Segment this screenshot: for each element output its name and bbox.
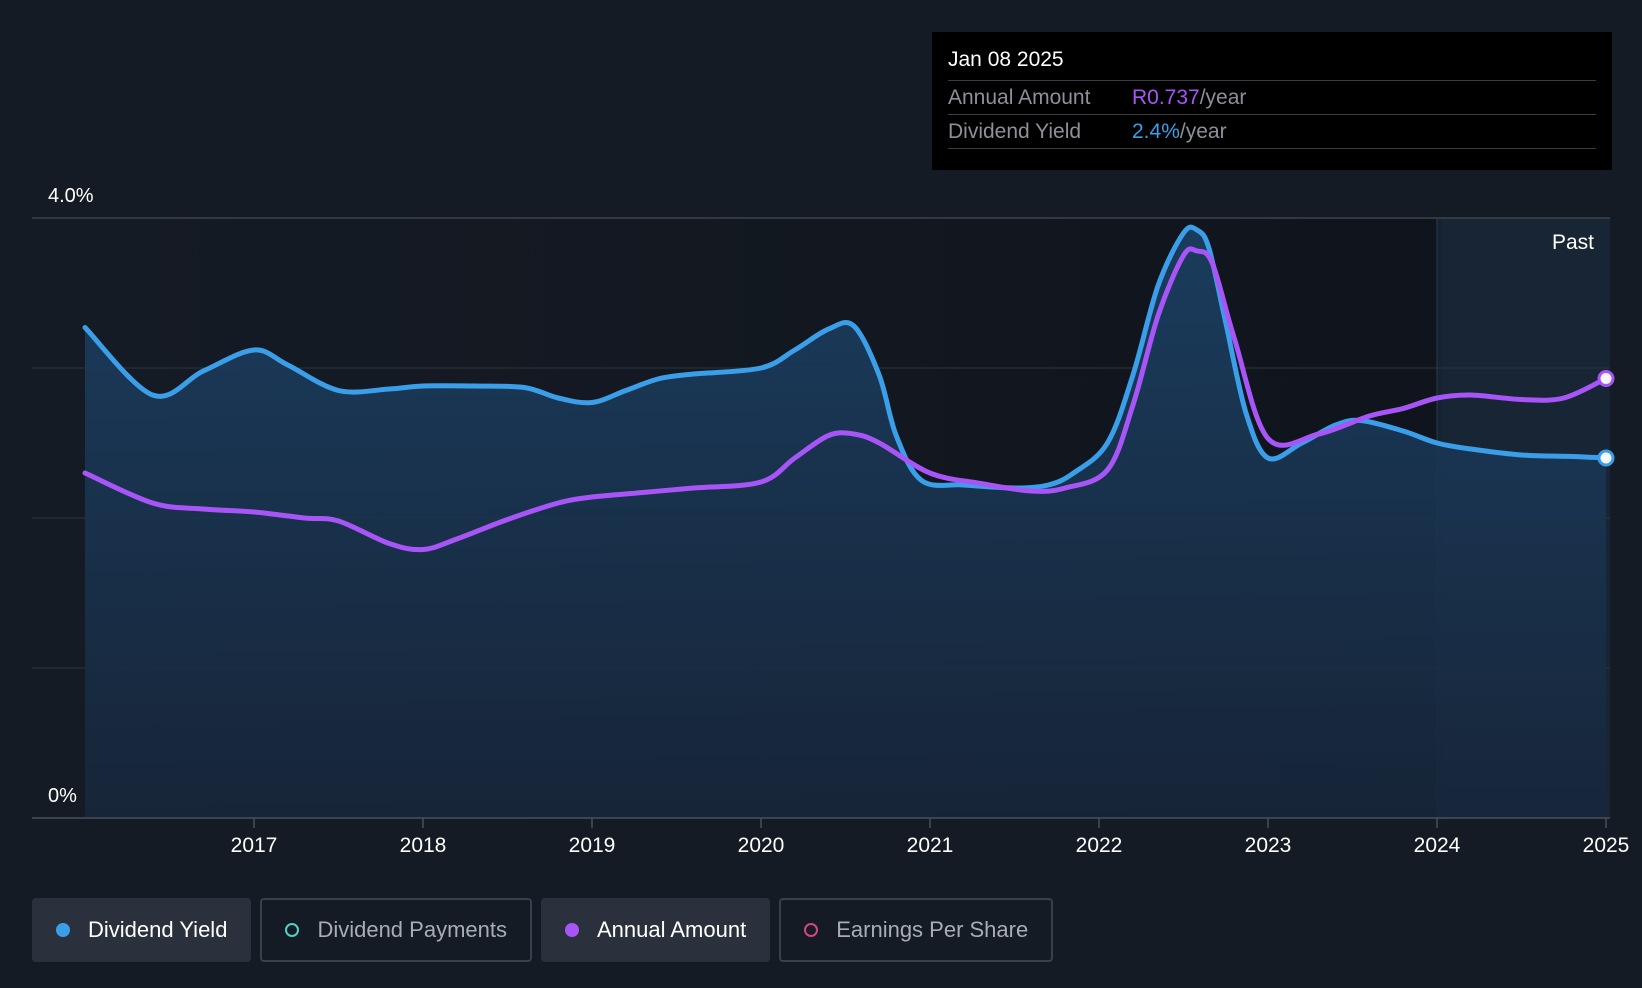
legend-dividend-payments-button[interactable]: Dividend Payments [260, 898, 532, 962]
tooltip-date: Jan 08 2025 [948, 48, 1064, 71]
legend: Dividend Yield Dividend Payments Annual … [32, 898, 1062, 962]
tooltip-label: Dividend Yield [948, 120, 1082, 143]
tooltip: Jan 08 2025 Annual Amount R0.737 /year D… [932, 32, 1612, 170]
legend-earnings-per-share-button[interactable]: Earnings Per Share [779, 898, 1054, 962]
legend-label: Dividend Payments [317, 917, 507, 942]
annual-amount-end-marker [1597, 370, 1615, 387]
tooltip-row-annual-amount: Annual Amount R0.737 /year [948, 80, 1596, 114]
legend-ring-icon [285, 923, 300, 937]
x-tick-label: 2022 [1076, 834, 1123, 857]
x-tick-label: 2024 [1414, 834, 1461, 857]
tooltip-row-dividend-yield: Dividend Yield 2.4% /year [948, 114, 1596, 149]
past-label: Past [1552, 231, 1594, 254]
legend-label: Annual Amount [596, 917, 747, 942]
legend-dot-icon [56, 923, 70, 937]
x-tick-label: 2017 [231, 834, 278, 857]
y-tick-label: 0% [48, 785, 77, 807]
x-tick-label: 2023 [1245, 834, 1292, 857]
x-tick-label: 2019 [569, 834, 616, 857]
x-tick-label: 2025 [1583, 834, 1630, 857]
legend-ring-icon [804, 923, 819, 937]
legend-label: Earnings Per Share [836, 917, 1029, 942]
legend-dot-icon [564, 923, 579, 937]
annual-amount-line [82, 246, 1609, 553]
tooltip-value: R0.737 [1132, 86, 1200, 109]
dividend-yield-area [85, 227, 1606, 818]
tooltip-label: Annual Amount [948, 86, 1091, 109]
x-tick-label: 2018 [400, 834, 447, 857]
dividend-yield-end-marker [1597, 449, 1615, 467]
tooltip-suffix: /year [1199, 86, 1247, 109]
legend-annual-amount-button[interactable]: Annual Amount [540, 898, 771, 962]
tooltip-suffix: /year [1179, 120, 1227, 143]
legend-label: Dividend Yield [88, 917, 228, 942]
tooltip-value: 2.4% [1132, 120, 1180, 143]
x-tick-label: 2021 [907, 834, 954, 857]
legend-dividend-yield-button[interactable]: Dividend Yield [32, 898, 252, 962]
y-tick-label: 4.0% [48, 185, 94, 207]
x-tick-label: 2020 [738, 834, 785, 857]
